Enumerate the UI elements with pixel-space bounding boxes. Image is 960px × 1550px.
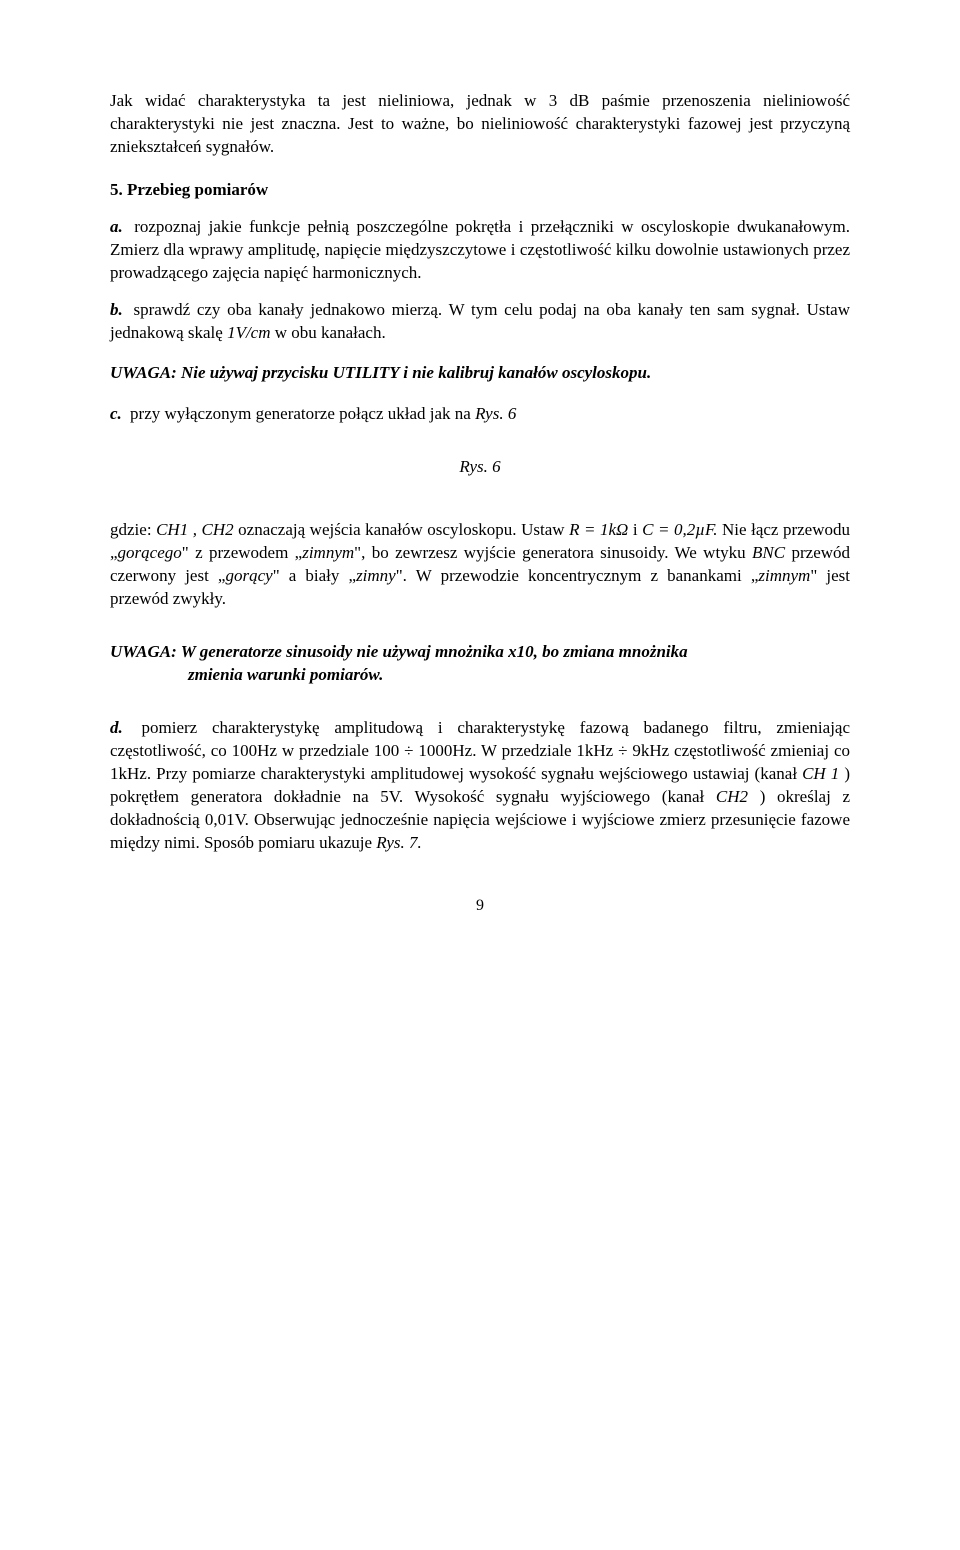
after-fig-paragraph: gdzie: CH1 , CH2 oznaczają wejścia kanał… <box>110 519 850 611</box>
item-d-rys7: Rys. 7. <box>376 833 422 852</box>
item-b: b. sprawdź czy oba kanały jednakowo mier… <box>110 299 850 345</box>
item-d-ch1: CH 1 <box>802 764 839 783</box>
af-R: R = 1kΩ <box>569 520 628 539</box>
af-5: " z przewodem „ <box>182 543 302 562</box>
item-c: c. przy wyłączonym generatorze połącz uk… <box>110 403 850 426</box>
af-2: oznaczają wejścia kanałów oscyloskopu. U… <box>238 520 569 539</box>
page-number: 9 <box>110 895 850 917</box>
af-gor2: gorący <box>225 566 272 585</box>
item-a: a. rozpoznaj jakie funkcje pełnią poszcz… <box>110 216 850 285</box>
af-zim3: zimnym <box>758 566 810 585</box>
item-a-label: a. <box>110 217 123 236</box>
item-b-scale: 1V/cm <box>227 323 270 342</box>
item-c-text1: przy wyłączonym generatorze połącz układ… <box>130 404 475 423</box>
item-d-ch2: CH2 <box>716 787 748 806</box>
af-3: i <box>633 520 642 539</box>
item-d-label: d. <box>110 718 123 737</box>
af-zim: zimnym <box>302 543 354 562</box>
af-bnc: BNC <box>752 543 785 562</box>
warning-2-line2: zmienia warunki pomiarów. <box>110 664 850 687</box>
item-c-label: c. <box>110 404 122 423</box>
item-d: d. pomierz charakterystykę amplitudową i… <box>110 717 850 855</box>
af-1: gdzie: <box>110 520 156 539</box>
item-c-rysref: Rys. 6 <box>475 404 516 423</box>
figure-6-caption: Rys. 6 <box>110 456 850 479</box>
af-zim2: zimny <box>356 566 396 585</box>
af-ch: CH1 , CH2 <box>156 520 234 539</box>
af-9: ". W przewodzie koncentrycznym z bananka… <box>396 566 759 585</box>
warning-2: UWAGA: W generatorze sinusoidy nie używa… <box>110 641 850 687</box>
af-gor: gorącego <box>118 543 182 562</box>
af-8: " a biały „ <box>273 566 356 585</box>
item-b-text1: sprawdź czy oba kanały jednakowo mierzą.… <box>110 300 850 342</box>
section-5-heading: 5. Przebieg pomiarów <box>110 179 850 202</box>
warning-2-line1: UWAGA: W generatorze sinusoidy nie używa… <box>110 641 850 664</box>
intro-paragraph: Jak widać charakterystyka ta jest nielin… <box>110 90 850 159</box>
af-C: C = 0,2µF. <box>642 520 717 539</box>
item-d-t1: pomierz charakterystykę amplitudową i ch… <box>110 718 850 783</box>
item-b-label: b. <box>110 300 123 319</box>
warning-1: UWAGA: Nie używaj przycisku UTILITY i ni… <box>110 362 850 385</box>
item-b-text2: w obu kanałach. <box>275 323 386 342</box>
item-a-text: rozpoznaj jakie funkcje pełnią poszczegó… <box>110 217 850 282</box>
af-6: ", bo zewrzesz wyjście generatora sinuso… <box>354 543 752 562</box>
